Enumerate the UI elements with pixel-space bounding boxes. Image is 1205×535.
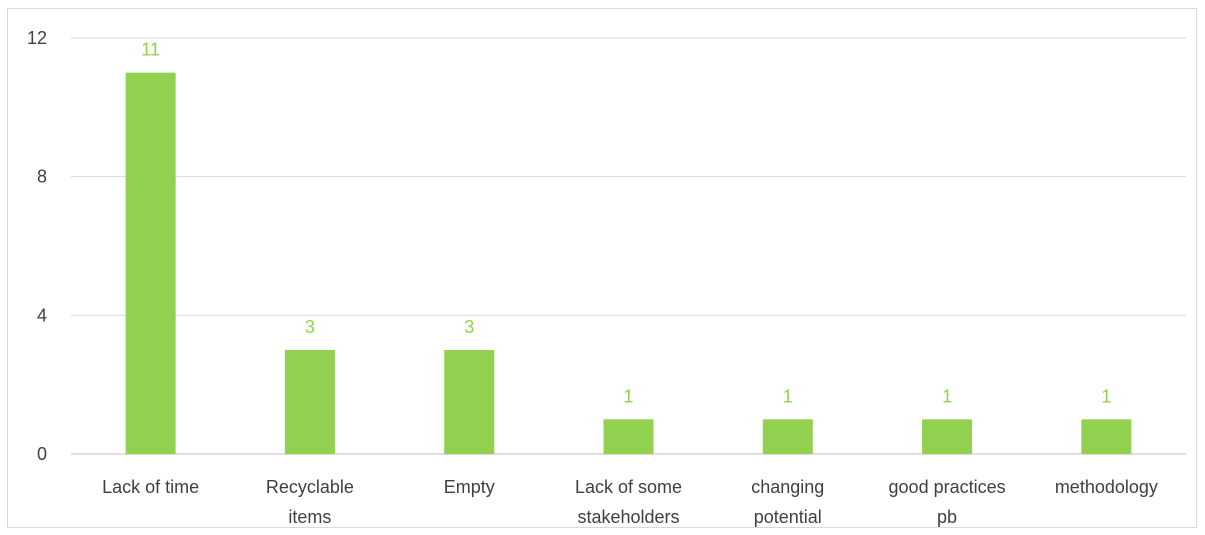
bar-data-label: 1 (623, 386, 633, 406)
bar (125, 72, 176, 455)
x-axis-categories: Lack of time Recyclable items Empty Lack of … (102, 477, 1158, 527)
y-tick-label: 4 (37, 305, 47, 325)
bar (603, 419, 654, 454)
bar-data-label: 11 (141, 40, 160, 60)
bars (125, 72, 1132, 455)
y-tick-label: 0 (37, 444, 47, 464)
bar-data-label: 1 (942, 386, 952, 406)
bar (762, 419, 813, 454)
y-tick-label: 12 (27, 28, 47, 48)
data-labels: 113 31 1 1 1 (141, 40, 1111, 407)
bar-data-label: 3 (464, 317, 474, 337)
bar (1081, 419, 1132, 454)
bar-data-label: 3 (305, 317, 315, 337)
x-category-label: methodology (1055, 477, 1158, 497)
bar (444, 350, 495, 454)
bar (922, 419, 973, 454)
x-category-label: Lack of some stakeholders (575, 477, 682, 527)
x-category-label: changing potential (751, 477, 824, 527)
chart-frame (7, 8, 1197, 528)
y-axis-ticks: 0 4 8 12 (27, 28, 47, 464)
bar-data-label: 1 (1101, 386, 1111, 406)
bar (284, 350, 335, 454)
x-category-label: good practices pb (889, 477, 1006, 527)
x-category-label: Lack of time (102, 477, 199, 497)
y-tick-label: 8 (37, 167, 47, 187)
bar-data-label: 1 (783, 386, 793, 406)
x-category-label: Recyclable items (266, 477, 354, 527)
x-category-label: Empty (444, 477, 495, 497)
